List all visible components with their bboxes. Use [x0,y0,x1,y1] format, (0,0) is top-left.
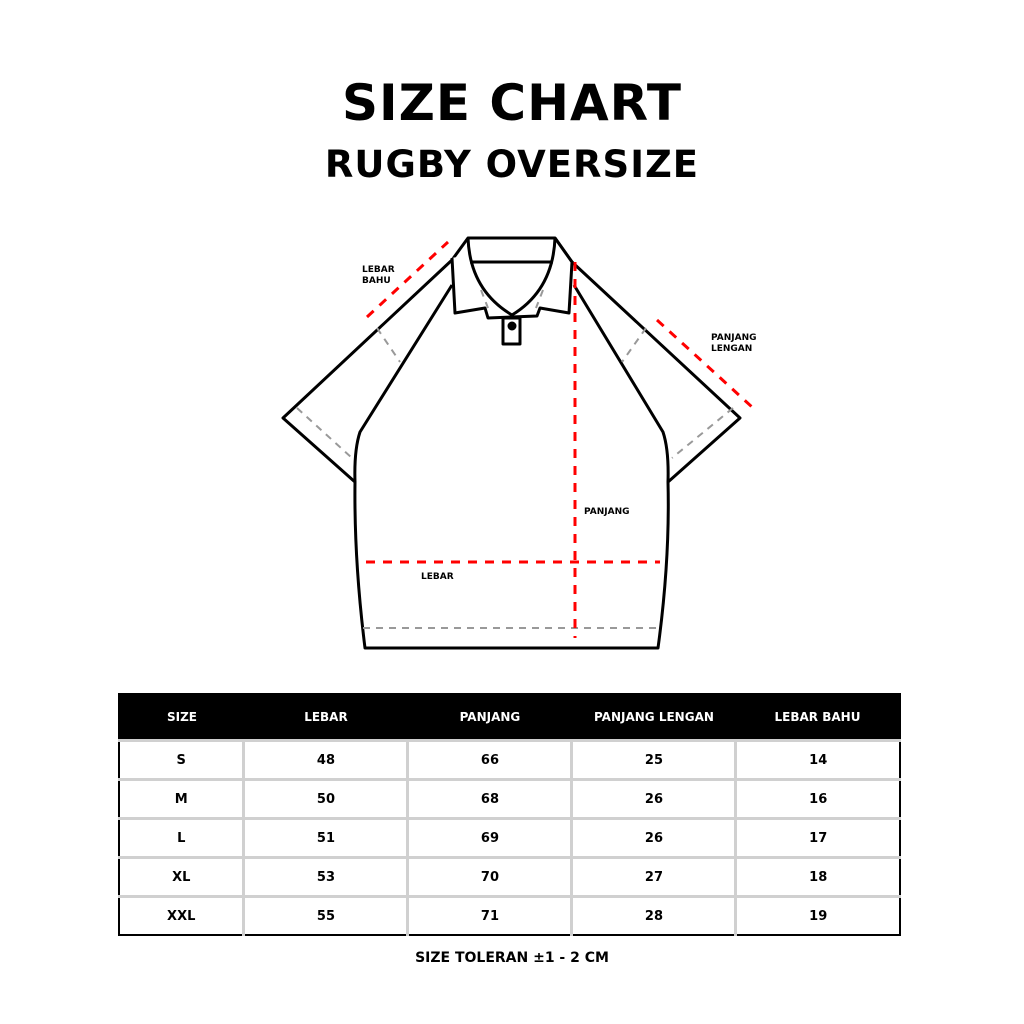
header-size: SIZE [119,694,244,741]
table-cell: 18 [734,856,900,898]
table-cell: XXL [119,895,246,935]
table-cell: 28 [570,895,738,935]
header-panjang-lengan: PANJANG LENGAN [571,694,736,741]
size-tolerance-note: SIZE TOLERAN ±1 - 2 CM [415,950,609,966]
table-row: S 48 66 25 14 [119,739,900,781]
shirt-outline [281,236,742,650]
label-panjang: PANJANG [584,507,630,517]
table-cell: 66 [406,739,574,781]
table-cell: 69 [406,817,574,859]
table-cell: 25 [570,739,738,781]
header-lebar-bahu: LEBAR BAHU [735,694,900,741]
page-subtitle: RUGBY OVERSIZE [324,143,700,186]
table-cell: 70 [406,856,574,898]
table-cell: M [119,778,246,820]
table-cell: 71 [406,895,574,935]
table-cell: 55 [242,895,410,935]
page-title: SIZE CHART [341,74,683,132]
label-panjang-lengan: PANJANG LENGAN [711,333,757,354]
table-cell: 50 [242,778,410,820]
table-cell: 19 [734,895,900,935]
table-cell: 68 [406,778,574,820]
table-header-row: SIZE LEBAR PANJANG PANJANG LENGAN LEBAR … [119,694,900,741]
table-cell: 27 [570,856,738,898]
table-cell: S [119,739,246,781]
guide-lines [296,289,734,629]
table-cell: 26 [570,778,738,820]
table-cell: 14 [734,739,900,781]
table-row: M 50 68 26 16 [119,778,900,820]
table-cell: 53 [242,856,410,898]
table-cell: XL [119,856,246,898]
header-panjang: PANJANG [407,694,572,741]
table-row: XXL 55 71 28 19 [119,895,900,935]
table-cell: 26 [570,817,738,859]
table-cell: 51 [242,817,410,859]
label-lebar-bahu: LEBAR BAHU [362,265,395,286]
table-row: XL 53 70 27 18 [119,856,900,898]
lebar-bahu-line [365,240,450,319]
table-row: L 51 69 26 17 [119,817,900,859]
table-cell: 17 [734,817,900,859]
size-table: SIZE LEBAR PANJANG PANJANG LENGAN LEBAR … [118,693,901,936]
label-lebar: LEBAR [421,572,454,582]
header-lebar: LEBAR [243,694,408,741]
table-cell: 48 [242,739,410,781]
table-cell: 16 [734,778,900,820]
table-cell: L [119,817,246,859]
panjang-lengan-line [655,318,754,409]
measure-lines [365,240,754,638]
